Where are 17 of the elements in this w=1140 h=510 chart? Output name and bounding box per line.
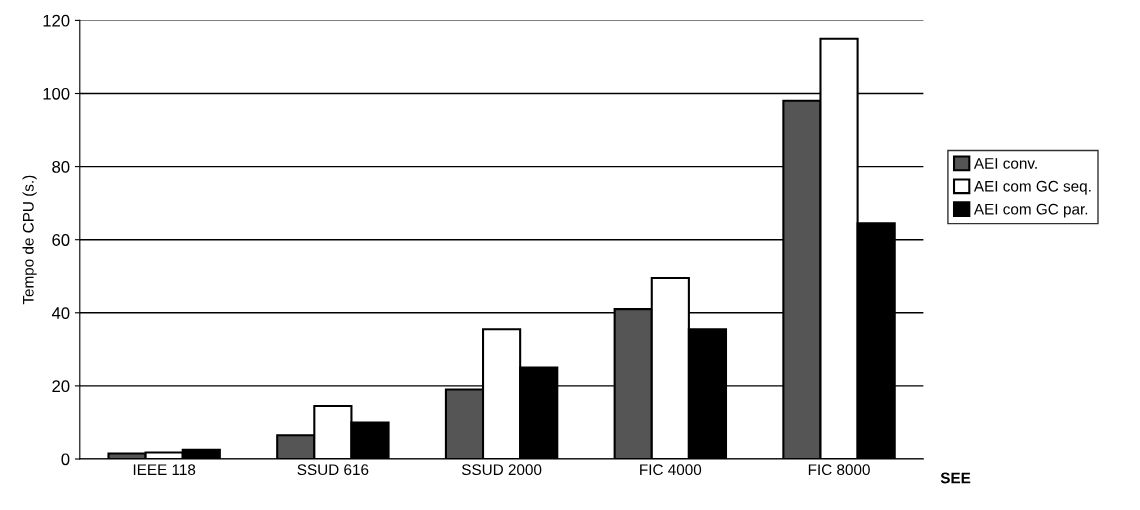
y-tick-label: 80	[52, 161, 70, 173]
x-axis-title: SEE	[940, 472, 971, 484]
y-tick-label: 20	[52, 380, 70, 393]
y-tick-label: 100	[43, 87, 70, 100]
x-tick-label: FIC 8000	[808, 464, 870, 476]
legend-label: AEI com GC seq.	[973, 180, 1091, 195]
legend-label: AEI com GC par.	[973, 203, 1088, 218]
x-tick-label: SSUD 616	[297, 464, 369, 476]
legend-label: AEI conv.	[973, 158, 1037, 169]
x-tick-label: FIC 4000	[640, 464, 702, 476]
x-tick-label: SSUD 2000	[461, 464, 542, 476]
y-tick-label: 0	[61, 453, 70, 466]
x-tick-label: IEEE 118	[133, 464, 196, 476]
y-tick-label: 40	[51, 307, 70, 319]
y-axis-title: Tempo de CPU (s.)	[22, 175, 37, 305]
y-tick-label: 60	[52, 234, 70, 246]
y-tick-label: 120	[43, 14, 70, 27]
